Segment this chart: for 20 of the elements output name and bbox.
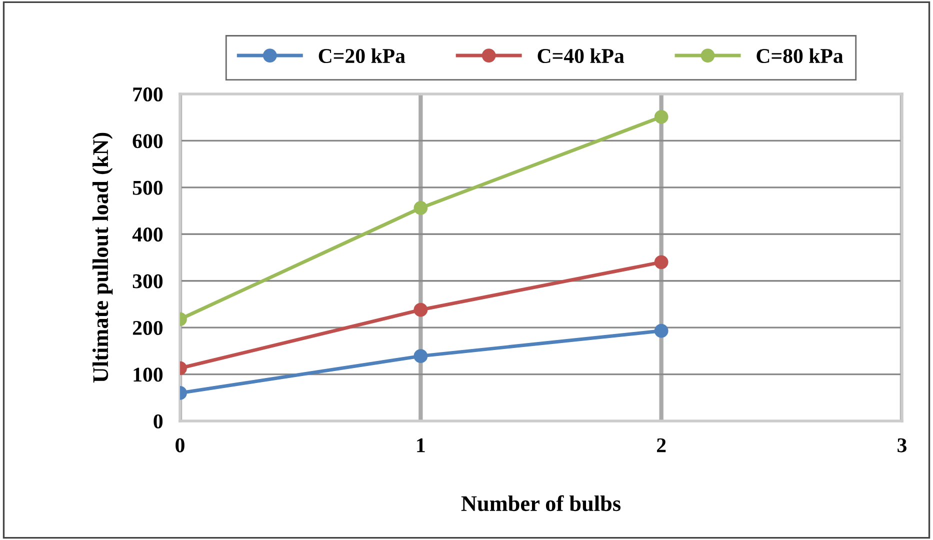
- y-axis-title: Ultimate pullout load (kN): [92, 132, 113, 383]
- point: [654, 255, 668, 270]
- x-axis-title: Number of bulbs: [461, 495, 621, 512]
- y-tick-label: 400: [132, 228, 163, 242]
- legend-label: C=80 kPa: [756, 48, 844, 64]
- x-tick-label: 3: [898, 438, 906, 452]
- y-tick-label: 600: [132, 134, 163, 148]
- y-tick-label: 700: [133, 87, 163, 102]
- y-tick-label: 500: [132, 180, 163, 195]
- point: [654, 324, 668, 338]
- x-tick-label: 0: [176, 438, 184, 452]
- x-tick-label: 1: [417, 438, 425, 452]
- y-tick-label: 300: [132, 274, 163, 288]
- legend-label: C=40 kPa: [538, 48, 624, 64]
- legend-label: C=20 kPa: [318, 48, 406, 64]
- y-tick-label: 100: [134, 368, 163, 382]
- y-tick-label: 0: [154, 414, 163, 428]
- point: [654, 110, 668, 124]
- y-tick-label: 200: [132, 320, 163, 336]
- x-tick-label: 2: [657, 438, 666, 452]
